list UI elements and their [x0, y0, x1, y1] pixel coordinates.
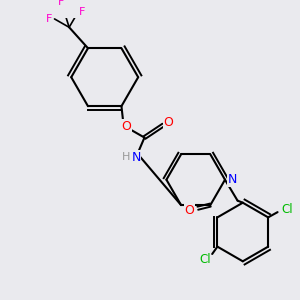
Text: O: O: [122, 120, 132, 133]
Text: O: O: [164, 116, 173, 129]
Text: Cl: Cl: [199, 253, 211, 266]
Text: N: N: [228, 173, 237, 186]
Text: H: H: [122, 152, 130, 162]
Text: Cl: Cl: [281, 202, 293, 215]
Text: O: O: [184, 204, 194, 217]
Text: N: N: [131, 151, 141, 164]
Text: F: F: [79, 7, 85, 16]
Text: F: F: [58, 0, 64, 7]
Text: F: F: [46, 14, 52, 24]
